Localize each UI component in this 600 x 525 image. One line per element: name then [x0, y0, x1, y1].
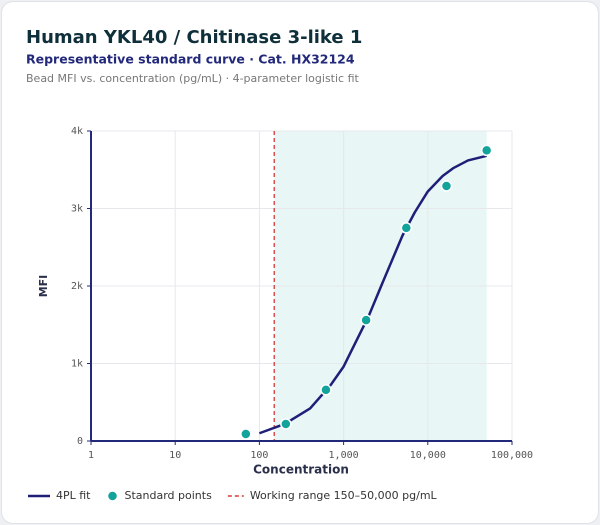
x-tick-label: 100,000: [491, 450, 533, 461]
standard-point: [360, 314, 372, 326]
x-tick-label: 1,000: [329, 450, 359, 461]
y-tick-label: 0: [77, 436, 83, 447]
standard-point: [480, 144, 493, 157]
legend-label: Standard points: [125, 489, 213, 502]
y-axis-label: MFI: [37, 275, 50, 298]
standard-point: [320, 384, 332, 396]
standard-point: [400, 222, 413, 234]
x-tick-label: 10: [169, 450, 181, 461]
chart-subtitle: Representative standard curve · Cat. HX3…: [26, 52, 355, 67]
legend-label: 4PL fit: [56, 489, 91, 502]
y-tick-label: 3k: [71, 204, 83, 215]
y-tick-label: 1k: [71, 359, 83, 370]
legend-swatch: [106, 490, 119, 502]
standard-point: [240, 428, 252, 440]
standard-point: [440, 180, 453, 192]
x-tick-label: 1: [88, 450, 94, 461]
x-axis-label: Concentration: [253, 463, 349, 477]
chart-title: Human YKL40 / Chitinase 3-like 1: [26, 27, 362, 48]
fit-line: [258, 154, 487, 435]
x-tick-label: 100: [250, 450, 268, 461]
chart-description: Bead MFI vs. concentration (pg/mL) · 4-p…: [26, 72, 360, 85]
y-tick-label: 2k: [71, 281, 83, 292]
standard-point: [280, 418, 292, 430]
legend-label: Working range 150–50,000 pg/mL: [250, 489, 438, 502]
x-tick-label: 10,000: [410, 450, 446, 461]
y-tick-label: 4k: [71, 126, 83, 137]
